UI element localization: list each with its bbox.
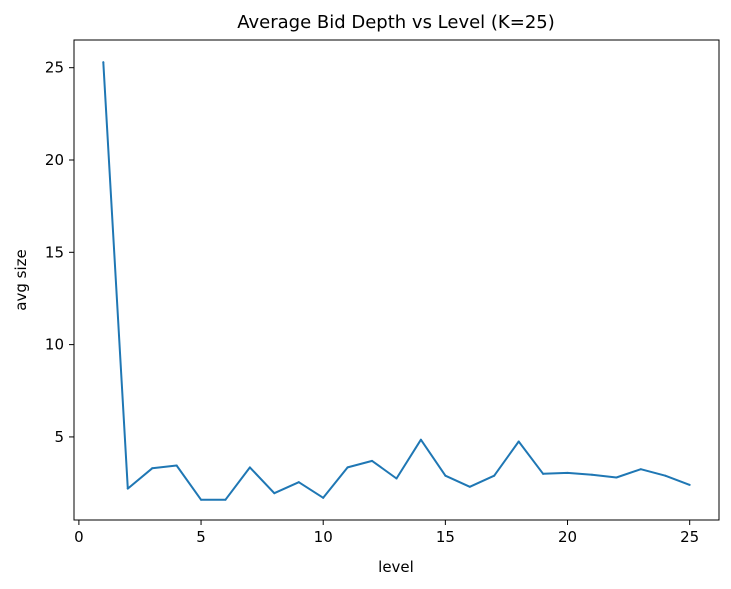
data-point: [517, 440, 520, 443]
x-tick-label: 10: [314, 528, 333, 546]
series-line: [102, 62, 691, 501]
data-point: [297, 481, 300, 484]
data-point: [175, 464, 178, 467]
data-point: [102, 61, 105, 64]
data-point: [688, 483, 691, 486]
data-point: [371, 459, 374, 462]
data-point: [566, 471, 569, 474]
chart-title: Average Bid Depth vs Level (K=25): [237, 12, 555, 33]
y-tick-label: 15: [45, 243, 64, 261]
x-tick-label: 5: [196, 528, 206, 546]
data-point: [419, 438, 422, 441]
y-axis: 5 10 15 20 25: [45, 59, 74, 446]
y-tick-label: 20: [45, 151, 64, 169]
data-point: [126, 487, 129, 490]
x-axis: 0 5 10 15 20 25: [74, 520, 699, 546]
x-tick-label: 20: [558, 528, 577, 546]
data-point: [639, 468, 642, 471]
x-tick-label: 0: [74, 528, 84, 546]
y-axis-label: avg size: [12, 249, 30, 310]
data-point: [273, 492, 276, 495]
y-tick-label: 25: [45, 59, 64, 77]
data-point: [224, 498, 227, 501]
data-point: [200, 498, 203, 501]
data-point: [444, 474, 447, 477]
plot-frame: [73, 39, 720, 521]
data-point: [590, 473, 593, 476]
data-point: [248, 466, 251, 469]
data-point: [151, 467, 154, 470]
data-point: [346, 466, 349, 469]
x-axis-label: level: [378, 558, 414, 576]
data-point: [664, 474, 667, 477]
y-tick-label: 5: [54, 428, 64, 446]
plot-area: [102, 61, 691, 501]
data-point: [322, 496, 325, 499]
data-point: [395, 477, 398, 480]
data-point: [468, 485, 471, 488]
data-point: [615, 476, 618, 479]
x-tick-label: 15: [436, 528, 455, 546]
x-tick-label: 25: [680, 528, 699, 546]
data-point: [542, 472, 545, 475]
y-tick-label: 10: [45, 336, 64, 354]
data-point: [493, 474, 496, 477]
